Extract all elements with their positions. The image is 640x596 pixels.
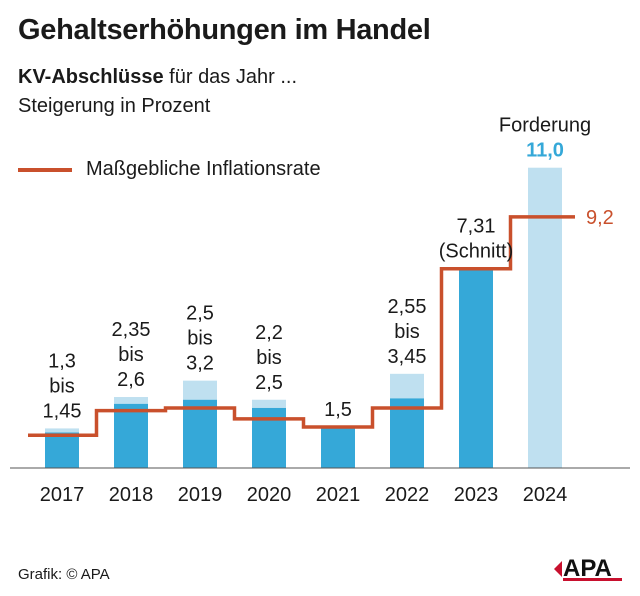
- bar-range-2020: [252, 399, 286, 408]
- data-label-2017-0: 1,3: [48, 350, 76, 372]
- bar-range-2018: [114, 397, 148, 404]
- logo-underline: [563, 578, 622, 581]
- data-label-2020-1: bis: [256, 347, 282, 369]
- chart-title: Gehaltserhöhungen im Handel: [18, 14, 431, 46]
- data-label-2018-1: bis: [118, 344, 144, 366]
- data-label-2023-1: (Schnitt): [439, 240, 513, 262]
- bar-range-2024: [528, 167, 562, 468]
- x-tick-label-2019: 2019: [178, 484, 223, 506]
- data-label-2019-0: 2,5: [186, 303, 214, 325]
- x-tick-label-2024: 2024: [523, 484, 568, 506]
- x-tick-label-2022: 2022: [385, 484, 430, 506]
- data-label-2017-2: 1,45: [43, 400, 82, 422]
- subtitle-rest: für das Jahr ...: [163, 66, 297, 88]
- bar-2020: [252, 407, 286, 468]
- inflation-end-label: 9,2: [586, 207, 614, 229]
- bar-2022: [390, 398, 424, 468]
- bar-2021: [321, 427, 355, 468]
- chart-unit-label: Steigerung in Prozent: [18, 95, 211, 117]
- data-label-2019-2: 3,2: [186, 353, 214, 375]
- data-label-2018-0: 2,35: [112, 319, 151, 341]
- source-credit: Grafik: © APA: [18, 566, 110, 583]
- data-label-2022-1: bis: [394, 321, 420, 343]
- legend-label: Maßgebliche Inflationsrate: [86, 158, 321, 180]
- data-label-2024-0: Forderung: [499, 115, 591, 137]
- bar-2023: [459, 268, 493, 468]
- legend: Maßgebliche Inflationsrate: [18, 158, 321, 181]
- data-label-2018-2: 2,6: [117, 369, 145, 391]
- bar-2019: [183, 399, 217, 468]
- data-label-2020-2: 2,5: [255, 372, 283, 394]
- apa-logo: APA: [554, 555, 622, 581]
- data-label-2021-0: 1,5: [324, 399, 352, 421]
- data-label-2022-0: 2,55: [388, 296, 427, 318]
- data-label-2017-1: bis: [49, 375, 75, 397]
- x-tick-label-2020: 2020: [247, 484, 292, 506]
- bar-2018: [114, 403, 148, 468]
- subtitle-bold: KV-Abschlüsse: [18, 66, 164, 88]
- bar-range-2022: [390, 373, 424, 399]
- data-label-2023-0: 7,31: [457, 215, 496, 237]
- x-tick-label-2023: 2023: [454, 484, 499, 506]
- logo-triangle: [554, 561, 562, 577]
- bar-range-2019: [183, 380, 217, 400]
- data-label-2022-2: 3,45: [388, 346, 427, 368]
- logo-text: APA: [563, 555, 612, 581]
- bar-2017: [45, 432, 79, 468]
- chart-subtitle: KV-Abschlüsse für das Jahr ...: [18, 66, 297, 89]
- inflation-line: [28, 215, 575, 437]
- x-tick-label-2018: 2018: [109, 484, 154, 506]
- bar-range-2017: [45, 428, 79, 433]
- x-tick-label-2021: 2021: [316, 484, 361, 506]
- data-label-2019-1: bis: [187, 328, 213, 350]
- data-label-2024-1: 11,0: [526, 140, 564, 162]
- legend-line-swatch: [18, 167, 72, 172]
- data-label-2020-0: 2,2: [255, 322, 283, 344]
- x-tick-label-2017: 2017: [40, 484, 85, 506]
